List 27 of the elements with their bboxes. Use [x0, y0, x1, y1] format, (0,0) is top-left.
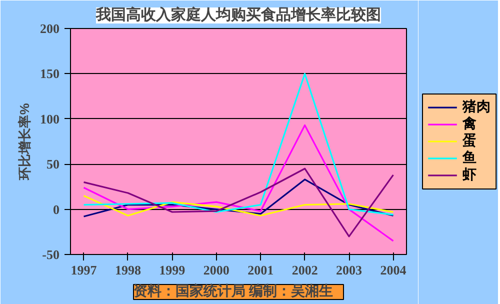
legend-label: 蛋 — [462, 133, 476, 149]
x-tick-label: 1997 — [70, 262, 98, 278]
y-tick-label: 150 — [40, 66, 60, 82]
line-series — [82, 194, 394, 216]
line-series — [82, 72, 394, 216]
line-series — [82, 178, 394, 218]
x-tick-label: 2004 — [380, 262, 407, 278]
x-tick-label: 2000 — [203, 262, 230, 278]
x-tick-label: 1998 — [114, 262, 142, 278]
line-series — [82, 124, 394, 242]
y-tick-label: 200 — [40, 21, 60, 36]
x-tick-label: 2001 — [248, 262, 274, 278]
x-tick-label: 2003 — [336, 262, 363, 278]
x-tick-label: 2002 — [292, 262, 318, 278]
y-tick-label: 50 — [46, 156, 60, 172]
line-series — [82, 168, 394, 238]
legend-label: 猪肉 — [462, 99, 490, 116]
y-axis-title: 环比增长率% — [17, 102, 32, 181]
y-tick-label: -50 — [42, 247, 60, 262]
chart-title: 我国高收入家庭人均购买食品增长率比较图 — [95, 6, 381, 24]
legend-label: 禽 — [462, 116, 476, 132]
legend-label: 鱼 — [462, 150, 476, 166]
text: 资料：国家统计局 编制：吴湘生 — [134, 282, 333, 300]
y-tick-label: 100 — [40, 111, 60, 126]
legend-label: 虾 — [462, 166, 476, 183]
x-tick-label: 1999 — [159, 262, 186, 278]
y-tick-label: 0 — [53, 202, 60, 217]
